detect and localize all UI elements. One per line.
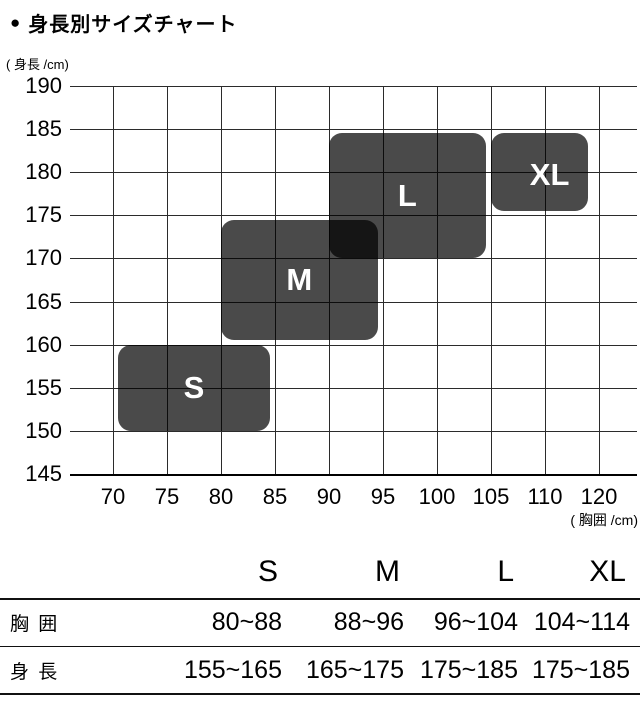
- y-tick-label: 180: [25, 159, 62, 185]
- row-label-chest: 胸 囲: [10, 614, 60, 635]
- chest-value-s: 80~88: [211, 608, 282, 636]
- h-gridline: [70, 387, 637, 389]
- v-gridline: [491, 86, 492, 474]
- x-tick-label: 110: [527, 484, 563, 509]
- table-rule-bottom: [0, 693, 640, 695]
- y-tick-label: 145: [25, 460, 62, 486]
- y-axis-unit-label: ( 身長 /cm): [6, 57, 69, 72]
- y-tick-label: 165: [25, 288, 62, 314]
- y-tick-label: 150: [25, 417, 62, 443]
- y-tick-label: 155: [25, 374, 62, 400]
- bullet-icon: ●: [10, 13, 21, 32]
- x-axis-unit-label: ( 胸囲 /cm): [570, 512, 638, 528]
- v-gridline: [383, 86, 384, 474]
- h-gridline: [70, 129, 637, 131]
- height-value-l: 175~185: [419, 655, 518, 684]
- size-table: S M L XL 胸 囲 80~88 88~96 96~104 104~114 …: [0, 545, 640, 695]
- size-col-header-s: S: [257, 554, 278, 588]
- v-gridline: [113, 86, 114, 474]
- h-gridline: [70, 344, 637, 346]
- y-tick-label: 175: [25, 202, 62, 228]
- size-region-s: S: [118, 344, 270, 431]
- table-row-chest: 胸 囲 80~88 88~96 96~104 104~114: [0, 600, 640, 646]
- x-tick-label: 95: [370, 484, 396, 509]
- page-title-text: 身長別サイズチャート: [28, 14, 238, 36]
- x-tick-label: 105: [472, 484, 510, 509]
- table-rule-middle: [0, 645, 640, 647]
- size-col-header-l: L: [497, 554, 514, 588]
- chest-value-m: 88~96: [333, 608, 404, 636]
- chest-value-l: 96~104: [433, 608, 518, 636]
- x-tick-label: 80: [208, 484, 234, 509]
- v-gridline: [599, 86, 600, 474]
- height-value-m: 165~175: [305, 655, 404, 684]
- v-gridline: [437, 86, 438, 474]
- row-label-height: 身 長: [10, 661, 60, 683]
- x-tick-label: 85: [262, 484, 288, 509]
- v-gridline: [167, 86, 168, 474]
- y-tick-label: 170: [25, 245, 62, 271]
- region-label-xl: XL: [529, 156, 570, 192]
- size-col-header-xl: XL: [589, 554, 626, 588]
- x-tick-label: 100: [418, 484, 456, 509]
- y-tick-label: 160: [25, 331, 62, 357]
- height-value-xl: 175~185: [531, 655, 630, 684]
- size-table-header-row: S M L XL: [0, 545, 640, 598]
- size-col-header-m: M: [375, 554, 400, 588]
- height-value-s: 155~165: [183, 655, 282, 684]
- h-gridline: [70, 86, 637, 87]
- size-region-l: L: [329, 133, 486, 259]
- v-gridline: [545, 86, 546, 474]
- page-title: ● 身長別サイズチャート: [10, 8, 237, 37]
- x-tick-label: 90: [316, 484, 342, 509]
- y-tick-label: 185: [25, 116, 62, 142]
- size-region-xl: XL: [491, 133, 589, 211]
- region-label-m: M: [286, 262, 313, 298]
- table-rule-top: [0, 598, 640, 600]
- chest-value-xl: 104~114: [533, 608, 630, 636]
- region-label-l: L: [397, 178, 417, 214]
- y-tick-label: 190: [25, 73, 62, 98]
- x-tick-label: 70: [100, 484, 126, 509]
- table-row-height: 身 長 155~165 165~175 175~185 175~185: [0, 647, 640, 693]
- x-tick-label: 75: [154, 484, 180, 509]
- h-gridline: [70, 430, 637, 432]
- region-label-s: S: [183, 370, 205, 406]
- x-tick-label: 120: [580, 484, 618, 509]
- plot-area: S M L XL: [70, 86, 637, 476]
